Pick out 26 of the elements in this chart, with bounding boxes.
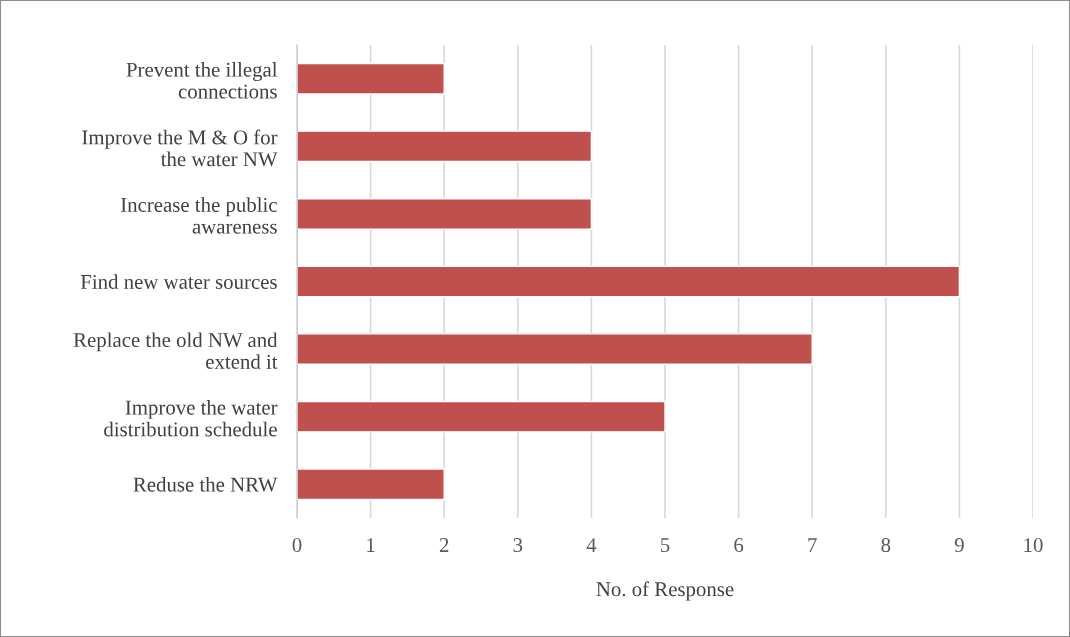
x-tick-label: 9 <box>954 538 964 553</box>
x-tick-label: 7 <box>808 538 817 552</box>
y-tick-label: Reduse the NRW <box>133 476 278 492</box>
bar <box>297 468 445 501</box>
x-tick-label: 4 <box>586 538 597 552</box>
x-tick-label: 0 <box>292 538 302 553</box>
y-tick-label: Replace the old NW and extend it <box>73 332 278 369</box>
y-tick-label: Improve the M & O for the water NW <box>82 129 278 167</box>
x-axis-title: No. of Response <box>596 581 734 601</box>
y-tick-label: Improve the water distribution schedule <box>104 399 278 437</box>
bar <box>297 400 666 433</box>
bar <box>297 333 813 365</box>
x-tick-label: 6 <box>734 538 744 553</box>
x-tick-label: 2 <box>439 538 449 552</box>
x-tick-label: 1 <box>367 538 375 552</box>
x-tick-label: 5 <box>661 538 670 553</box>
bar <box>297 62 445 95</box>
bar <box>297 130 593 163</box>
bar <box>297 198 593 230</box>
x-tick-label: 8 <box>881 538 891 553</box>
y-tick-label: Prevent the illegal connections <box>126 62 278 99</box>
x-tick-label: 3 <box>513 538 523 553</box>
y-tick-label: Find new water sources <box>80 274 277 289</box>
y-tick-label: Increase the public awareness <box>120 197 277 234</box>
bar <box>297 265 961 298</box>
x-tick-label: 10 <box>1024 538 1043 553</box>
